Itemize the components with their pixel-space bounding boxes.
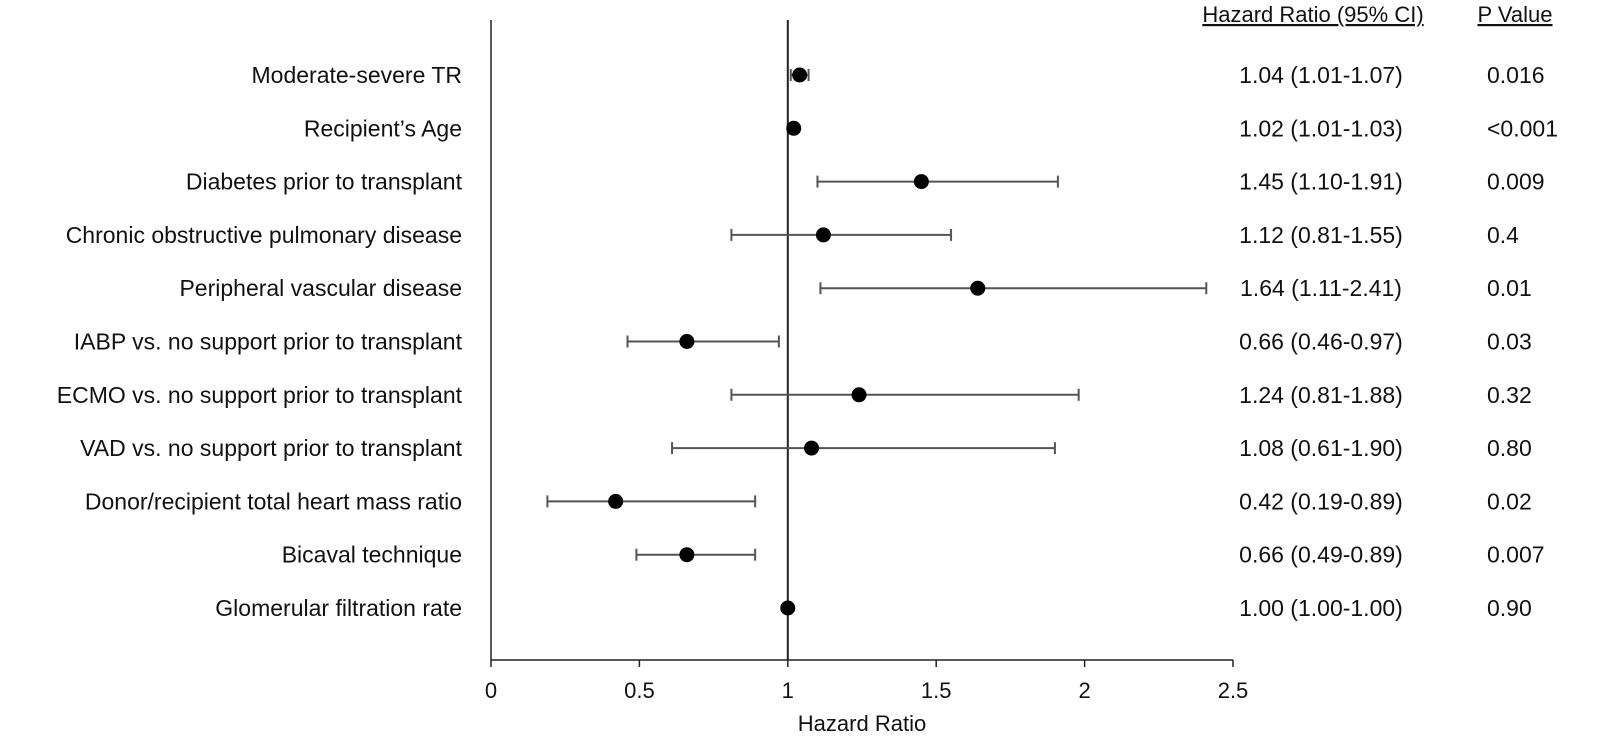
p-value: 0.4 (1487, 222, 1519, 248)
x-tick-label: 1 (782, 678, 794, 703)
row-label: Peripheral vascular disease (179, 275, 462, 301)
hazard-ratio-point (792, 67, 808, 83)
p-value: <0.001 (1487, 115, 1558, 141)
hr-ci-value: 1.64 (1.11-2.41) (1240, 275, 1402, 301)
forest-row: Moderate-severe TR 1.04 (1.01-1.07) 0.016 (252, 62, 1545, 88)
p-value: 0.009 (1487, 169, 1545, 195)
x-tick-label: 0 (485, 678, 497, 703)
row-label: VAD vs. no support prior to transplant (80, 435, 462, 461)
p-value-column-header: P Value (1477, 2, 1552, 27)
hr-ci-value: 1.24 (0.81-1.88) (1239, 382, 1403, 408)
hr-column-header: Hazard Ratio (95% CI) (1202, 2, 1423, 27)
hr-ci-value: 1.12 (0.81-1.55) (1239, 222, 1403, 248)
hazard-ratio-point (804, 440, 820, 456)
p-value: 0.03 (1487, 329, 1532, 355)
row-label: Recipient’s Age (304, 115, 462, 141)
forest-row: Glomerular filtration rate 1.00 (1.00-1.0… (215, 595, 1531, 621)
p-value: 0.80 (1487, 435, 1532, 461)
hazard-ratio-point (780, 600, 796, 616)
p-value: 0.01 (1487, 275, 1532, 301)
forest-row: VAD vs. no support prior to transplant 1.… (80, 435, 1532, 461)
p-value: 0.02 (1487, 488, 1532, 514)
row-label: Moderate-severe TR (252, 62, 463, 88)
row-label: Chronic obstructive pulmonary disease (66, 222, 462, 248)
x-axis-title: Hazard Ratio (798, 711, 926, 736)
x-tick-label: 2.5 (1218, 678, 1249, 703)
hazard-ratio-point (786, 120, 802, 136)
hazard-ratio-point (815, 227, 831, 243)
hazard-ratio-point (851, 387, 867, 403)
plot-axes (490, 20, 1233, 661)
forest-row: Recipient’s Age 1.02 (1.01-1.03) <0.001 (304, 115, 1558, 141)
hr-ci-value: 1.00 (1.00-1.00) (1239, 595, 1403, 621)
x-tick-label: 0.5 (624, 678, 655, 703)
forest-row: ECMO vs. no support prior to transplant 1… (57, 382, 1532, 408)
row-label: Diabetes prior to transplant (186, 169, 463, 195)
hr-ci-value: 1.45 (1.10-1.91) (1239, 169, 1403, 195)
hazard-ratio-point (608, 493, 624, 509)
forest-row: IABP vs. no support prior to transplant 0… (74, 329, 1532, 355)
row-label: ECMO vs. no support prior to transplant (57, 382, 463, 408)
hr-ci-value: 1.08 (0.61-1.90) (1239, 435, 1403, 461)
hazard-ratio-point (679, 547, 695, 563)
hr-ci-value: 0.42 (0.19-0.89) (1239, 488, 1403, 514)
forest-row: Chronic obstructive pulmonary disease 1.1… (66, 222, 1519, 248)
forest-row: Diabetes prior to transplant 1.45 (1.10-1… (186, 169, 1545, 195)
row-label: Glomerular filtration rate (215, 595, 462, 621)
p-value: 0.90 (1487, 595, 1532, 621)
row-label: IABP vs. no support prior to transplant (74, 329, 463, 355)
forest-row: Donor/recipient total heart mass ratio 0.… (85, 488, 1532, 514)
hazard-ratio-point (679, 334, 695, 349)
hr-ci-value: 1.04 (1.01-1.07) (1239, 62, 1403, 88)
hazard-ratio-point (970, 280, 986, 296)
forest-rows: Moderate-severe TR 1.04 (1.01-1.07) 0.016 R… (57, 62, 1558, 621)
x-axis-ticks: 0 0.5 1 1.5 2 2.5 (485, 660, 1248, 703)
row-label: Bicaval technique (282, 542, 462, 568)
p-value: 0.016 (1487, 62, 1545, 88)
hr-ci-value: 0.66 (0.46-0.97) (1239, 329, 1403, 355)
hazard-ratio-point (913, 174, 929, 190)
hr-ci-value: 0.66 (0.49-0.89) (1239, 542, 1403, 568)
x-tick-label: 1.5 (921, 678, 952, 703)
forest-row: Bicaval technique 0.66 (0.49-0.89) 0.007 (282, 542, 1545, 568)
hr-ci-value: 1.02 (1.01-1.03) (1239, 115, 1403, 141)
row-label: Donor/recipient total heart mass ratio (85, 488, 462, 514)
p-value: 0.007 (1487, 542, 1545, 568)
x-tick-label: 2 (1078, 678, 1090, 703)
forest-row: Peripheral vascular disease 1.64 (1.11-2.… (179, 275, 1531, 301)
p-value: 0.32 (1487, 382, 1532, 408)
